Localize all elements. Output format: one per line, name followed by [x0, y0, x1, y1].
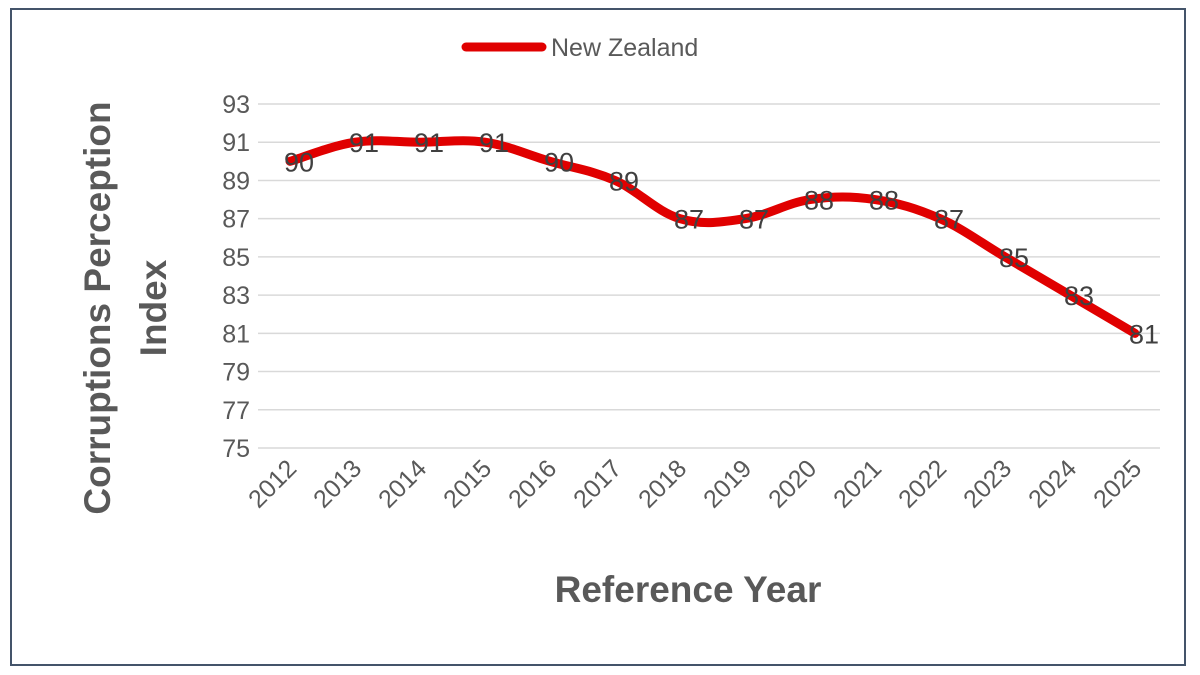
- y-tick-label: 93: [222, 91, 250, 119]
- x-tick-label: 2015: [438, 454, 497, 513]
- y-tick-label: 83: [222, 282, 250, 310]
- x-tick-label: 2021: [828, 454, 887, 513]
- y-tick-label: 75: [222, 435, 250, 463]
- y-tick-label: 89: [222, 167, 250, 195]
- data-point: [939, 218, 941, 220]
- data-point: [289, 160, 291, 162]
- x-tick-label: 2022: [893, 454, 952, 513]
- y-tick-label: 81: [222, 320, 250, 348]
- data-point: [1004, 256, 1006, 258]
- x-axis-ticks: 2012 2013 2014 2015 2016 2017 2018 2019 2020 2021…: [243, 454, 1147, 513]
- y-axis-title-line2: Index: [133, 259, 174, 356]
- data-label: 81: [1129, 319, 1159, 349]
- series-line: [285, 136, 1140, 338]
- data-point: [354, 141, 356, 143]
- y-tick-label: 87: [222, 206, 250, 234]
- x-tick-label: 2019: [698, 454, 757, 513]
- y-tick-label: 85: [222, 244, 250, 272]
- data-label: 90: [284, 147, 314, 177]
- data-label: 88: [804, 186, 834, 216]
- data-point: [549, 160, 551, 162]
- data-label: 85: [999, 243, 1029, 273]
- data-label: 87: [674, 205, 704, 235]
- y-axis-ticks: 93 91 89 87 85 83 81 79 77 75: [222, 91, 250, 463]
- data-labels: 90 91 91 91 90 89 87 87 88 88 87 85 83 81: [284, 128, 1159, 349]
- chart-frame: [10, 8, 1186, 666]
- data-point: [874, 199, 876, 201]
- data-label: 90: [544, 147, 574, 177]
- x-tick-label: 2017: [568, 454, 627, 513]
- x-tick-label: 2018: [633, 454, 692, 513]
- x-tick-label: 2020: [763, 454, 822, 513]
- data-label: 91: [349, 128, 379, 158]
- data-label: 88: [869, 186, 899, 216]
- x-tick-label: 2013: [308, 454, 367, 513]
- data-label: 91: [414, 128, 444, 158]
- x-tick-label: 2025: [1088, 454, 1147, 513]
- x-tick-label: 2012: [243, 454, 302, 513]
- y-axis-title: Corruptions Perception Index: [77, 101, 174, 514]
- y-axis-title-line1: Corruptions Perception: [77, 101, 118, 514]
- data-point: [484, 141, 486, 143]
- y-tick-label: 77: [222, 397, 250, 425]
- data-point: [679, 218, 681, 220]
- x-tick-label: 2016: [503, 454, 562, 513]
- legend: New Zealand: [461, 34, 698, 62]
- data-point: [1134, 332, 1136, 334]
- series-layer: [285, 136, 1140, 338]
- x-tick-label: 2024: [1023, 454, 1082, 513]
- data-point: [614, 179, 616, 181]
- x-axis-title: Reference Year: [555, 569, 822, 610]
- legend-label: New Zealand: [551, 34, 698, 62]
- data-point: [809, 199, 811, 201]
- data-point: [744, 218, 746, 220]
- gridlines: [258, 103, 1160, 449]
- data-label: 89: [609, 166, 639, 196]
- data-label: 83: [1064, 281, 1094, 311]
- x-tick-label: 2023: [958, 454, 1017, 513]
- data-label: 87: [934, 205, 964, 235]
- x-tick-label: 2014: [373, 454, 432, 513]
- data-point: [1069, 294, 1071, 296]
- data-label: 87: [739, 205, 769, 235]
- y-tick-label: 91: [222, 129, 250, 157]
- y-tick-label: 79: [222, 359, 250, 387]
- data-label: 91: [479, 128, 509, 158]
- data-point: [419, 141, 421, 143]
